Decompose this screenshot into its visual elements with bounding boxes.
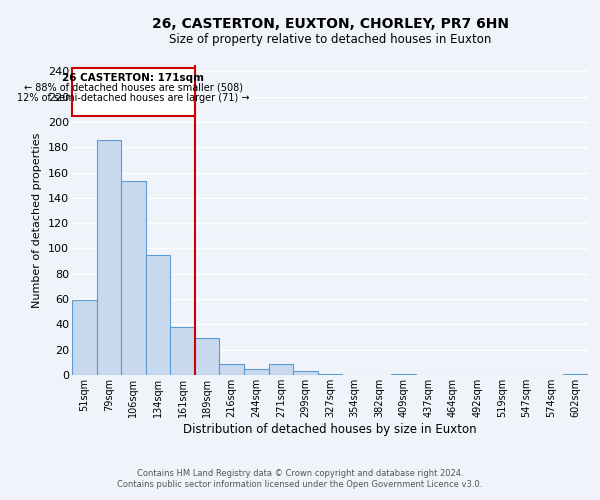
Text: Contains public sector information licensed under the Open Government Licence v3: Contains public sector information licen… bbox=[118, 480, 482, 489]
Bar bbox=[121, 182, 146, 375]
Text: Size of property relative to detached houses in Euxton: Size of property relative to detached ho… bbox=[169, 32, 491, 46]
Bar bbox=[244, 368, 269, 375]
Text: Contains HM Land Registry data © Crown copyright and database right 2024.: Contains HM Land Registry data © Crown c… bbox=[137, 468, 463, 477]
Bar bbox=[170, 327, 195, 375]
Bar bbox=[97, 140, 121, 375]
Bar bbox=[220, 364, 244, 375]
Bar bbox=[391, 374, 416, 375]
Text: 26, CASTERTON, EUXTON, CHORLEY, PR7 6HN: 26, CASTERTON, EUXTON, CHORLEY, PR7 6HN bbox=[151, 18, 509, 32]
Bar bbox=[269, 364, 293, 375]
Bar bbox=[563, 374, 588, 375]
X-axis label: Distribution of detached houses by size in Euxton: Distribution of detached houses by size … bbox=[183, 422, 477, 436]
Bar bbox=[293, 371, 318, 375]
Text: 26 CASTERTON: 171sqm: 26 CASTERTON: 171sqm bbox=[62, 72, 205, 83]
Bar bbox=[146, 255, 170, 375]
Bar bbox=[72, 300, 97, 375]
Bar bbox=[195, 338, 220, 375]
Y-axis label: Number of detached properties: Number of detached properties bbox=[32, 132, 43, 308]
Text: 12% of semi-detached houses are larger (71) →: 12% of semi-detached houses are larger (… bbox=[17, 93, 250, 103]
Text: ← 88% of detached houses are smaller (508): ← 88% of detached houses are smaller (50… bbox=[24, 82, 243, 92]
Bar bbox=[318, 374, 342, 375]
Bar bbox=[72, 68, 195, 116]
